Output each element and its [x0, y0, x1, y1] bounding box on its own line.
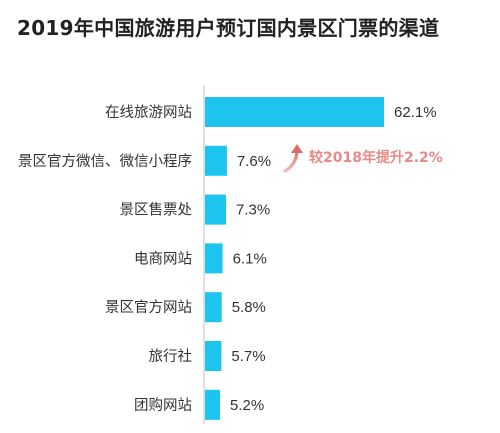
bar-5 [205, 341, 222, 371]
category-label-0: 在线旅游网站 [105, 104, 192, 121]
trend-up-arrow-head [291, 144, 303, 153]
category-label-1: 景区官方微信、微信小程序 [18, 153, 192, 170]
value-label-4: 5.8% [232, 299, 266, 316]
bar-4 [205, 292, 222, 323]
bar-6 [205, 389, 220, 420]
category-label-2: 景区售票处 [120, 202, 193, 219]
bar-2 [205, 194, 226, 225]
category-label-4: 景区官方网站 [105, 299, 192, 316]
bar-3 [205, 243, 223, 274]
value-label-2: 7.3% [236, 202, 270, 219]
category-label-6: 团购网站 [134, 397, 192, 414]
value-label-3: 6.1% [233, 250, 267, 267]
growth-annotation: 较2018年提升2.2% [283, 144, 443, 173]
bar-0 [205, 97, 384, 127]
bar-1 [205, 145, 227, 176]
chart-title: 2019年中国旅游用户预订国内景区门票的渠道 [17, 16, 440, 40]
category-label-3: 电商网站 [134, 250, 192, 267]
category-label-5: 旅行社 [149, 348, 193, 365]
value-label-6: 5.2% [230, 397, 264, 414]
trend-up-arrow-icon [283, 148, 299, 173]
value-label-1: 7.6% [237, 153, 271, 170]
growth-annotation-text: 较2018年提升2.2% [309, 149, 443, 166]
value-label-0: 62.1% [394, 104, 437, 121]
value-label-5: 5.7% [231, 348, 265, 365]
